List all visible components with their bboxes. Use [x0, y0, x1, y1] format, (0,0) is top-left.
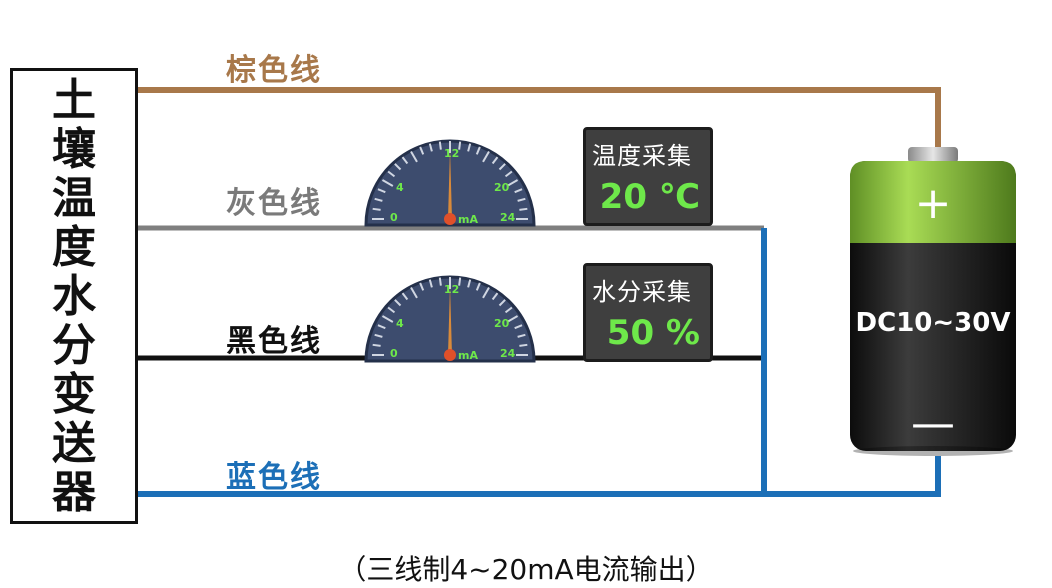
temperature-display-value: 20 ℃: [599, 177, 700, 217]
gauge-tick: [394, 163, 402, 171]
blue-wire-label: 蓝色线: [226, 460, 322, 495]
gauge-tick-label: 4: [396, 181, 404, 194]
gray-wire-label: 灰色线: [226, 186, 322, 221]
sensor-box: 土壤温度水分变送器: [10, 68, 138, 524]
gauge-tick: [419, 146, 425, 155]
moisture-display: 水分采集 50 %: [583, 263, 713, 362]
gauge-tick: [372, 207, 381, 211]
gauge-tick: [428, 279, 433, 288]
gauge-ticks: [372, 141, 528, 220]
gauge-tick: [458, 141, 462, 150]
battery-bottom-shadow: [853, 446, 1013, 456]
gauge-needle: [448, 285, 452, 355]
gauge-tick: [514, 188, 523, 194]
moisture-display-title: 水分采集: [592, 278, 692, 306]
gauge-tick: [438, 277, 442, 286]
gauge-tick: [394, 299, 402, 307]
gauge-tick: [475, 282, 481, 291]
gauge-tick: [519, 343, 528, 347]
gauge-tick: [504, 170, 513, 178]
gauge-tick: [475, 146, 481, 155]
battery-terminal: [908, 147, 958, 163]
gauge-tick: [410, 150, 418, 163]
gauge-tick: [401, 292, 409, 301]
temperature-display: 温度采集 20 ℃: [583, 127, 713, 226]
black-wire-label: 黑色线: [226, 324, 322, 359]
gauge-tick: [374, 333, 383, 338]
gauge-tick-label: 20: [494, 181, 510, 194]
gauge-tick: [387, 170, 396, 178]
gauge-tick: [387, 306, 396, 314]
gauge-tick: [517, 197, 526, 202]
sensor-name: 土壤温度水分变送器: [52, 74, 96, 518]
gauge-tick: [506, 179, 519, 187]
caption: （三线制4~20mA电流输出）: [338, 553, 714, 586]
gauge-tick: [482, 150, 490, 163]
brown-wire-label: 棕色线: [226, 53, 322, 88]
battery-top-band: [850, 161, 1016, 243]
gauge-tick: [514, 324, 523, 330]
gauge-ticks: [372, 277, 528, 356]
gauge-tick: [381, 315, 394, 323]
gauge-tick: [498, 163, 506, 171]
gauge-tick-label: 12: [444, 283, 459, 296]
gauge-tick: [498, 299, 506, 307]
gauge-tick: [401, 156, 409, 165]
moisture-display-value: 50 %: [606, 313, 700, 353]
gauge-tick: [482, 286, 490, 299]
gauge-tick: [428, 143, 433, 152]
gauge-hub: [444, 213, 456, 225]
gauge-unit: mA: [458, 349, 478, 362]
gauge-tick: [491, 156, 499, 165]
gauge-tick: [374, 197, 383, 202]
gauge-tick: [467, 143, 472, 152]
blue-wire: [138, 456, 941, 497]
gauge-tick-label: 20: [494, 317, 510, 330]
gauge-tick: [458, 277, 462, 286]
battery-positive-label: +: [914, 178, 952, 229]
gauge-hub: [444, 349, 456, 361]
gauge-tick-label: 24: [500, 211, 516, 224]
gauge-tick-label: 4: [396, 317, 404, 330]
gauge-tick: [410, 286, 418, 299]
gauge-tick: [506, 315, 519, 323]
gauge-tick: [491, 292, 499, 301]
gauge-moisture: 0 4 12 20 24 mA: [364, 275, 536, 363]
gauge-tick: [381, 179, 394, 187]
gauge-tick: [504, 306, 513, 314]
temperature-display-title: 温度采集: [592, 142, 692, 170]
brown-wire: [138, 87, 941, 148]
gauge-tick-label: 0: [390, 211, 398, 224]
gauge-tick: [377, 188, 386, 194]
gauge-tick: [372, 343, 381, 347]
gauge-tick: [467, 279, 472, 288]
gauge-tick: [517, 333, 526, 338]
battery-voltage-label: DC10~30V: [855, 308, 1011, 338]
gauge-tick: [377, 324, 386, 330]
gauge-tick-label: 0: [390, 347, 398, 360]
gauge-unit: mA: [458, 213, 478, 226]
gauge-tick: [419, 282, 425, 291]
gauge-tick-label: 12: [444, 147, 459, 160]
gauge-tick: [438, 141, 442, 150]
gauge-tick: [519, 207, 528, 211]
gauge-temperature: 0 4 12 20 24 mA: [364, 139, 536, 227]
battery: [850, 147, 1016, 456]
battery-negative-label: —: [911, 398, 955, 449]
gauge-tick-label: 24: [500, 347, 516, 360]
gauge-needle: [448, 149, 452, 219]
